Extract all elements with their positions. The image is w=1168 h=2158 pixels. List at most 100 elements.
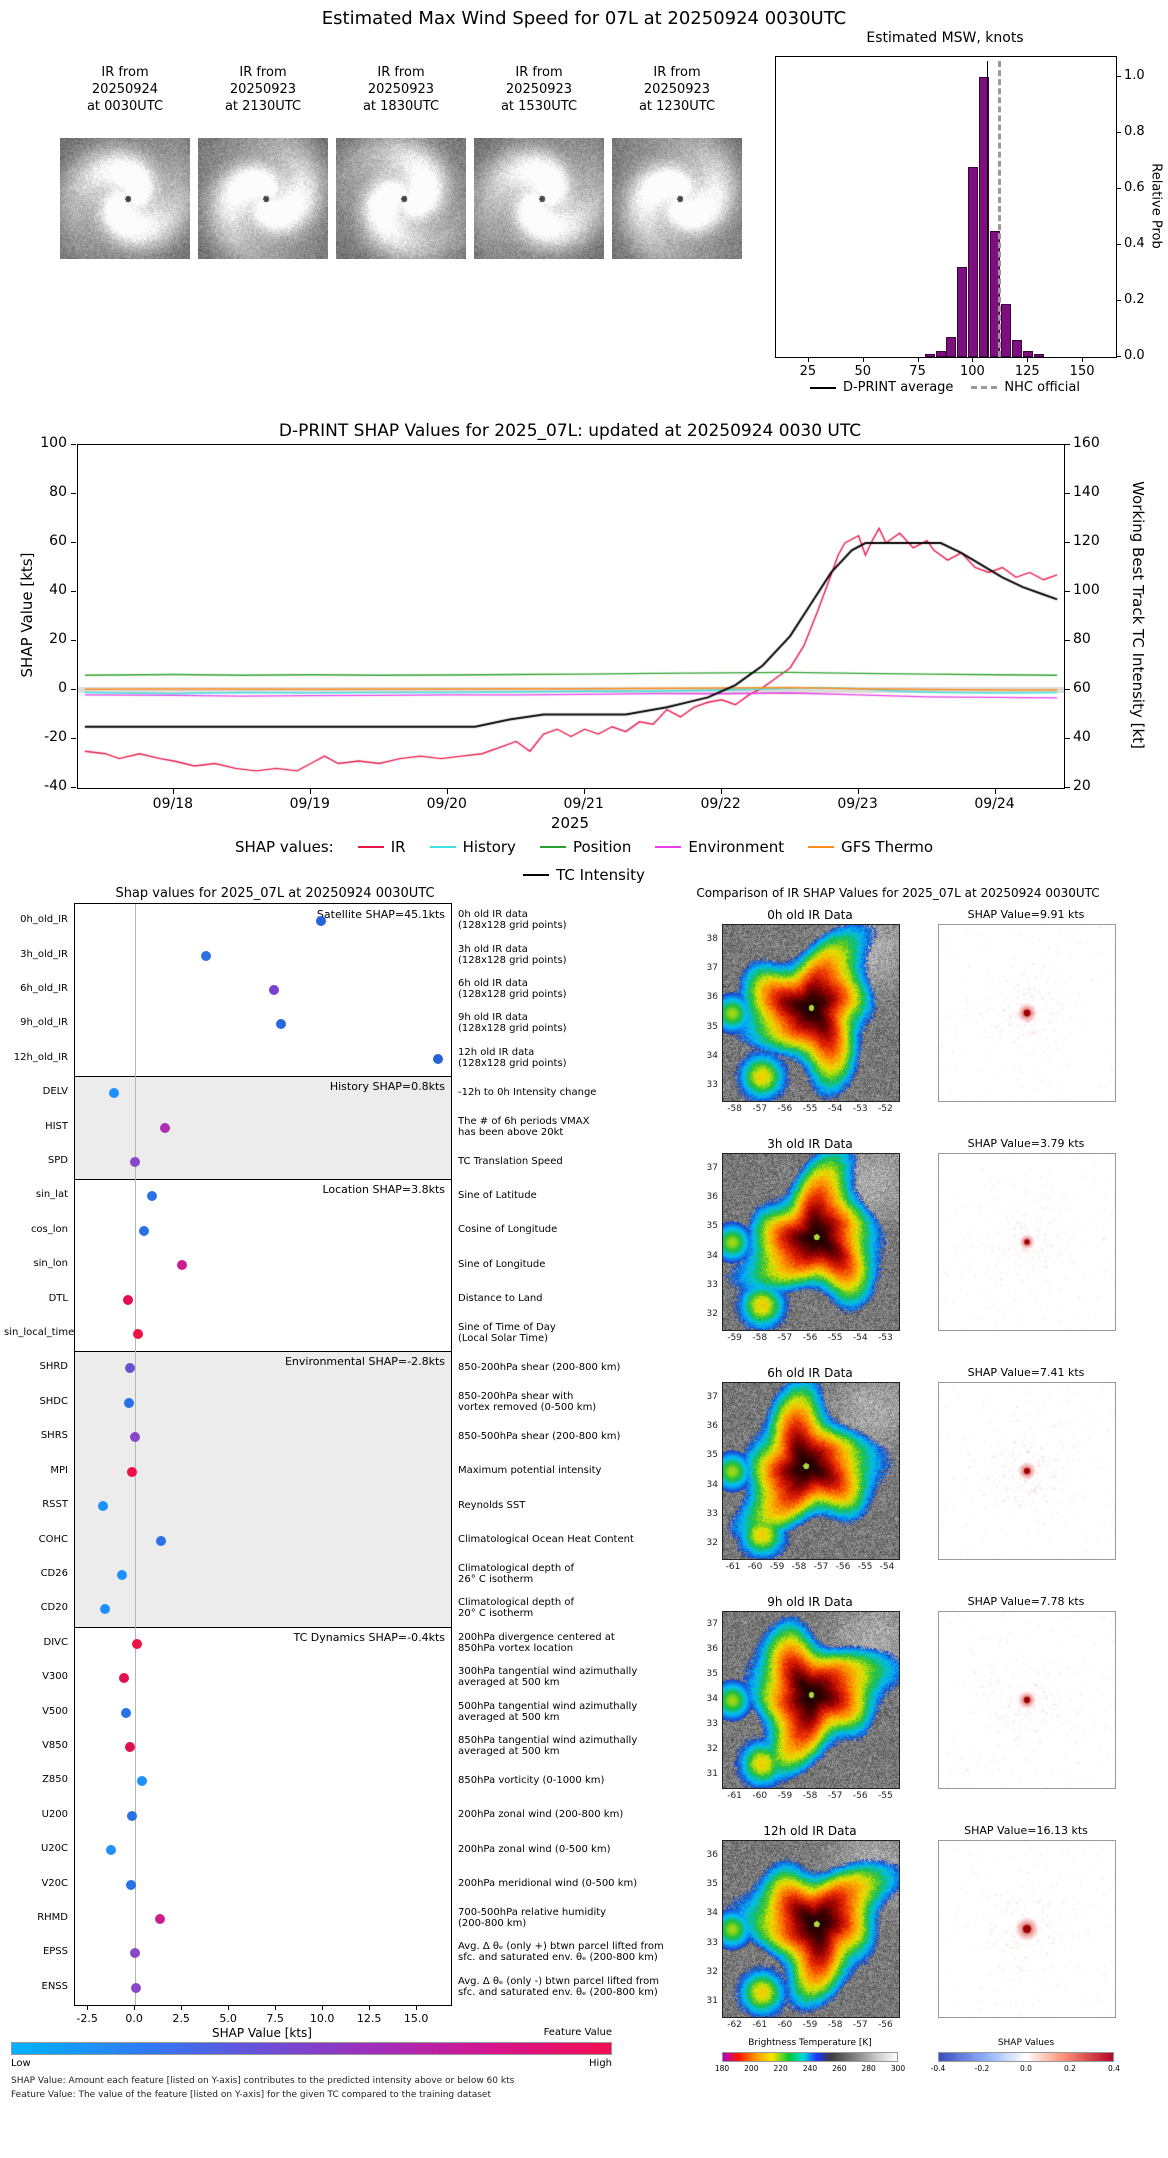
shap-dot: [123, 1397, 134, 1408]
feature-description: Climatological Ocean Heat Content: [458, 1534, 634, 1546]
timeseries-left-tick-label: -20: [44, 729, 67, 745]
histogram-y-tick-label: 0.6: [1124, 180, 1145, 195]
section-label: History SHAP=0.8kts: [329, 1080, 445, 1094]
longitude-tick-label: -57: [827, 1791, 843, 1801]
longitude-tick-label: -53: [852, 1104, 868, 1114]
shap-dot: [138, 1225, 149, 1236]
shap-dot: [130, 1948, 141, 1959]
feature-label: DIVC: [43, 1636, 68, 1648]
feature-label: sin_lon: [33, 1258, 68, 1270]
ir-thumbnail-label: IR from 20250923 at 1230UTC: [638, 65, 716, 114]
legend-line-swatch: [357, 846, 384, 848]
shap-dot: [276, 1019, 287, 1030]
dotplot-x-tick: [275, 2005, 277, 2010]
latitude-tick-label: 35: [706, 1668, 718, 1679]
shap-colorbar-tick-label: -0.4: [930, 2064, 946, 2073]
latitude-tick-label: 35: [706, 1450, 718, 1461]
section-label: TC Dynamics SHAP=-0.4kts: [293, 1630, 446, 1644]
dotplot-x-tick-label: 5.0: [219, 2012, 237, 2025]
bt-colorbar-tick-label: 280: [861, 2064, 876, 2073]
bt-colorbar-tick-label: 240: [802, 2064, 818, 2073]
histogram-x-tick-label: 150: [1069, 364, 1095, 379]
section-label: Location SHAP=3.8kts: [322, 1183, 445, 1197]
latitude-tick-label: 37: [706, 1391, 718, 1402]
shap-dot: [132, 1638, 143, 1649]
shap-dot: [201, 950, 212, 961]
feature-description: 12h old IR data (128x128 grid points): [458, 1046, 567, 1069]
bt-colorbar-tick-label: 200: [744, 2064, 759, 2073]
feature-description: 300hPa tangential wind azimuthally avera…: [458, 1666, 638, 1689]
ir-thumbnail-label: IR from 20250924 at 0030UTC: [86, 65, 164, 114]
feature-label: CD20: [40, 1602, 68, 1614]
feature-label: DELV: [42, 1086, 68, 1098]
feature-description: The # of 6h periods VMAX has been above …: [458, 1115, 590, 1138]
dotplot-x-tick: [369, 2005, 371, 2010]
longitude-tick-label: -59: [727, 1333, 742, 1343]
feature-label: 12h_old_IR: [13, 1051, 68, 1063]
shap-dot: [156, 1535, 167, 1546]
dotplot-x-tick: [87, 2005, 89, 2010]
longitude-tick-label: -56: [802, 1333, 818, 1343]
section-background: [75, 1626, 451, 2005]
feature-description: Sine of Latitude: [458, 1189, 537, 1201]
longitude-tick-label: -59: [777, 1791, 793, 1801]
shap-dot: [100, 1604, 111, 1615]
latitude-tick-label: 35: [706, 1879, 718, 1889]
timeseries-right-tick-label: 80: [1073, 631, 1091, 647]
histogram-x-tick: [972, 357, 974, 362]
latitude-tick-label: 35: [706, 1221, 718, 1232]
timeseries-x-tick: [446, 789, 448, 794]
timeseries-x-tick-label: 09/18: [152, 796, 194, 812]
histogram-y-tick: [1116, 188, 1121, 189]
latitude-tick-label: 38: [706, 933, 718, 944]
timeseries-left-tick: [71, 591, 76, 592]
shap-colorbar-tick-label: -0.2: [974, 2064, 990, 2073]
feature-label: V20C: [41, 1877, 68, 1889]
nhc-line-swatch: [971, 386, 998, 389]
histogram-bar: [935, 351, 946, 357]
longitude-tick-label: -54: [852, 1333, 868, 1343]
dotplot-xlabel: SHAP Value [kts]: [212, 2026, 312, 2040]
shap-colorbar-tick-label: 0.2: [1064, 2064, 1076, 2073]
histogram-bar: [1034, 354, 1045, 357]
histogram-x-tick: [807, 357, 809, 362]
shap-dot: [160, 1122, 171, 1133]
latitude-tick-label: 33: [706, 1509, 718, 1519]
latitude-tick-label: 37: [706, 963, 718, 973]
timeseries-x-tick: [172, 789, 174, 794]
timeseries-right-tick: [1065, 493, 1070, 494]
dprint-average-line: [986, 61, 988, 357]
feature-description: Climatological depth of 20° C isotherm: [458, 1597, 574, 1620]
ir-data-title: 3h old IR Data: [767, 1137, 853, 1151]
histogram-x-tick: [1082, 357, 1084, 362]
histogram-y-tick: [1116, 132, 1121, 133]
timeseries-legend-row2: TC Intensity: [0, 866, 1168, 884]
shap-dot: [154, 1913, 165, 1924]
feature-description: 200hPa zonal wind (200-800 km): [458, 1809, 624, 1821]
feature-label: U20C: [40, 1843, 68, 1855]
shap-value-image: [938, 1382, 1116, 1560]
feature-description: 850-200hPa shear (200-800 km): [458, 1361, 621, 1373]
feature-label: SPD: [47, 1155, 68, 1167]
histogram-bar: [968, 166, 979, 357]
histogram-bar: [957, 267, 968, 357]
nhc-official-line: [997, 61, 1001, 357]
legend-item-label: IR: [390, 838, 406, 856]
feature-label: 3h_old_IR: [20, 948, 68, 960]
shap-dot: [120, 1707, 131, 1718]
shap-dot: [126, 1879, 137, 1890]
average-line-swatch: [809, 386, 836, 389]
latitude-tick-label: 33: [706, 1719, 718, 1730]
legend-item-label: History: [462, 838, 516, 856]
longitude-tick-label: -58: [827, 2020, 843, 2030]
histogram-bar: [1023, 351, 1034, 357]
timeseries-x-tick: [857, 789, 859, 794]
legend-item-label: TC Intensity: [556, 866, 645, 884]
shap-value-title: SHAP Value=16.13 kts: [964, 1824, 1088, 1837]
feature-value-colorbar: [11, 2042, 612, 2055]
dotplot-x-tick: [134, 2005, 136, 2010]
shap-colorbar-title: SHAP Values: [997, 2038, 1055, 2048]
histogram-x-tick-label: 50: [854, 364, 871, 379]
timeseries-x-tick-label: 09/22: [700, 796, 741, 812]
feature-label: V500: [42, 1705, 68, 1717]
